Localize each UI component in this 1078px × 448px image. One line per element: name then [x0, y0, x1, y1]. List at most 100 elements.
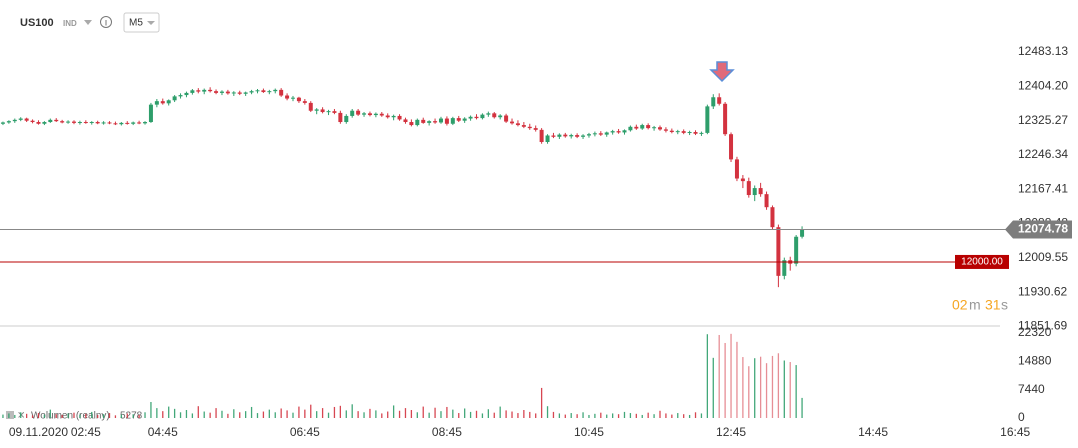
candle-body	[474, 116, 479, 119]
candle-body	[634, 126, 639, 129]
candle-body	[160, 101, 165, 104]
candle-body	[172, 96, 177, 101]
candle-body	[48, 119, 53, 123]
candle-body	[338, 112, 343, 123]
candle-body	[415, 119, 420, 126]
candle-body	[569, 135, 574, 137]
countdown-seconds-unit: s	[1001, 297, 1008, 313]
candle-body	[42, 122, 47, 124]
volume-legend: Wolumen (realny)	[31, 411, 110, 422]
candle-body	[350, 110, 355, 116]
candle-body	[18, 118, 23, 120]
candle-body	[261, 90, 266, 93]
timeframe-caret	[147, 21, 155, 25]
candle-body	[723, 103, 728, 135]
countdown-minutes-unit: m	[969, 297, 981, 313]
x-tick-label: 10:45	[574, 425, 604, 439]
info-icon[interactable]	[100, 16, 112, 28]
candle-body	[433, 121, 438, 123]
candle-body	[521, 125, 526, 127]
candle-body	[231, 92, 236, 94]
candle-body	[456, 118, 461, 121]
candle-body	[255, 90, 260, 92]
candle-body	[646, 125, 651, 129]
timeframe: M5	[129, 18, 143, 29]
x-tick-label: 16:45	[1000, 425, 1030, 439]
countdown-minutes: 02	[952, 297, 968, 313]
candle-body	[652, 127, 657, 129]
candle-body	[89, 122, 94, 124]
candle-body	[119, 122, 124, 125]
candle-body	[296, 97, 301, 102]
candle-body	[782, 260, 787, 276]
y-tick-label: 11851.69	[1018, 319, 1067, 333]
x-tick-label: 06:45	[290, 425, 320, 439]
candle-body	[54, 119, 59, 122]
candle-body	[468, 116, 473, 119]
candle-body	[776, 227, 781, 276]
candle-body	[658, 127, 663, 130]
candle-body	[24, 118, 29, 121]
candle-body	[770, 207, 775, 228]
candle-body	[154, 101, 159, 105]
volume-tick-label: 7440	[1018, 382, 1045, 396]
symbol[interactable]: US100	[20, 17, 54, 29]
candle-body	[77, 122, 82, 124]
last-price-box	[1005, 220, 1072, 239]
candle-body	[208, 89, 213, 92]
candle-body	[66, 121, 71, 123]
candle-body	[302, 101, 307, 103]
candle-body	[598, 133, 603, 135]
candle-body	[391, 115, 396, 118]
candle-body	[492, 113, 497, 118]
symbol-dropdown[interactable]	[84, 20, 92, 25]
candle-body	[409, 122, 414, 126]
candle-body	[320, 109, 325, 113]
signal-arrow-shape	[709, 61, 735, 83]
candle-body	[480, 114, 485, 119]
candle-body	[616, 131, 621, 133]
y-tick-label: 12325.27	[1018, 113, 1068, 127]
candle-body	[693, 132, 698, 134]
candle-body	[592, 133, 597, 135]
candle-body	[83, 122, 88, 124]
candle-body	[6, 121, 11, 123]
candle-body	[545, 135, 550, 143]
candle-body	[60, 121, 65, 123]
candle-body	[746, 181, 751, 196]
candle-body	[486, 113, 491, 115]
candle-body	[687, 132, 692, 134]
candle-body	[794, 236, 799, 264]
candle-body	[225, 91, 230, 94]
candle-body	[101, 122, 106, 124]
candle-body	[71, 121, 76, 123]
legend-icon[interactable]	[6, 411, 14, 419]
candle-body	[563, 134, 568, 137]
candle-body	[610, 131, 615, 133]
candle-body	[734, 159, 739, 179]
candle-body	[699, 132, 704, 134]
candle-body	[214, 91, 219, 93]
volume-tick-label: 14880	[1018, 354, 1052, 368]
candle-body	[148, 104, 153, 123]
candle-body	[510, 121, 515, 124]
candle-body	[450, 118, 455, 124]
x-tick-label: 08:45	[432, 425, 462, 439]
timeframe-select[interactable]	[123, 12, 160, 33]
candle-body	[237, 92, 242, 94]
candle-body	[444, 118, 449, 124]
candle-body	[575, 135, 580, 137]
volume-tick-label: 0	[1018, 410, 1025, 424]
candle-body	[131, 122, 136, 124]
candle-body	[0, 122, 5, 124]
candle-body	[622, 130, 627, 133]
info-circle	[100, 16, 112, 28]
candle-body	[758, 188, 763, 195]
candle-body	[403, 119, 408, 123]
candle-body	[421, 119, 426, 123]
candle-body	[291, 97, 296, 99]
candle-body	[379, 113, 384, 116]
candle-body	[202, 89, 207, 92]
signal-arrow	[709, 61, 735, 83]
y-tick-label: 12167.41	[1018, 181, 1068, 195]
